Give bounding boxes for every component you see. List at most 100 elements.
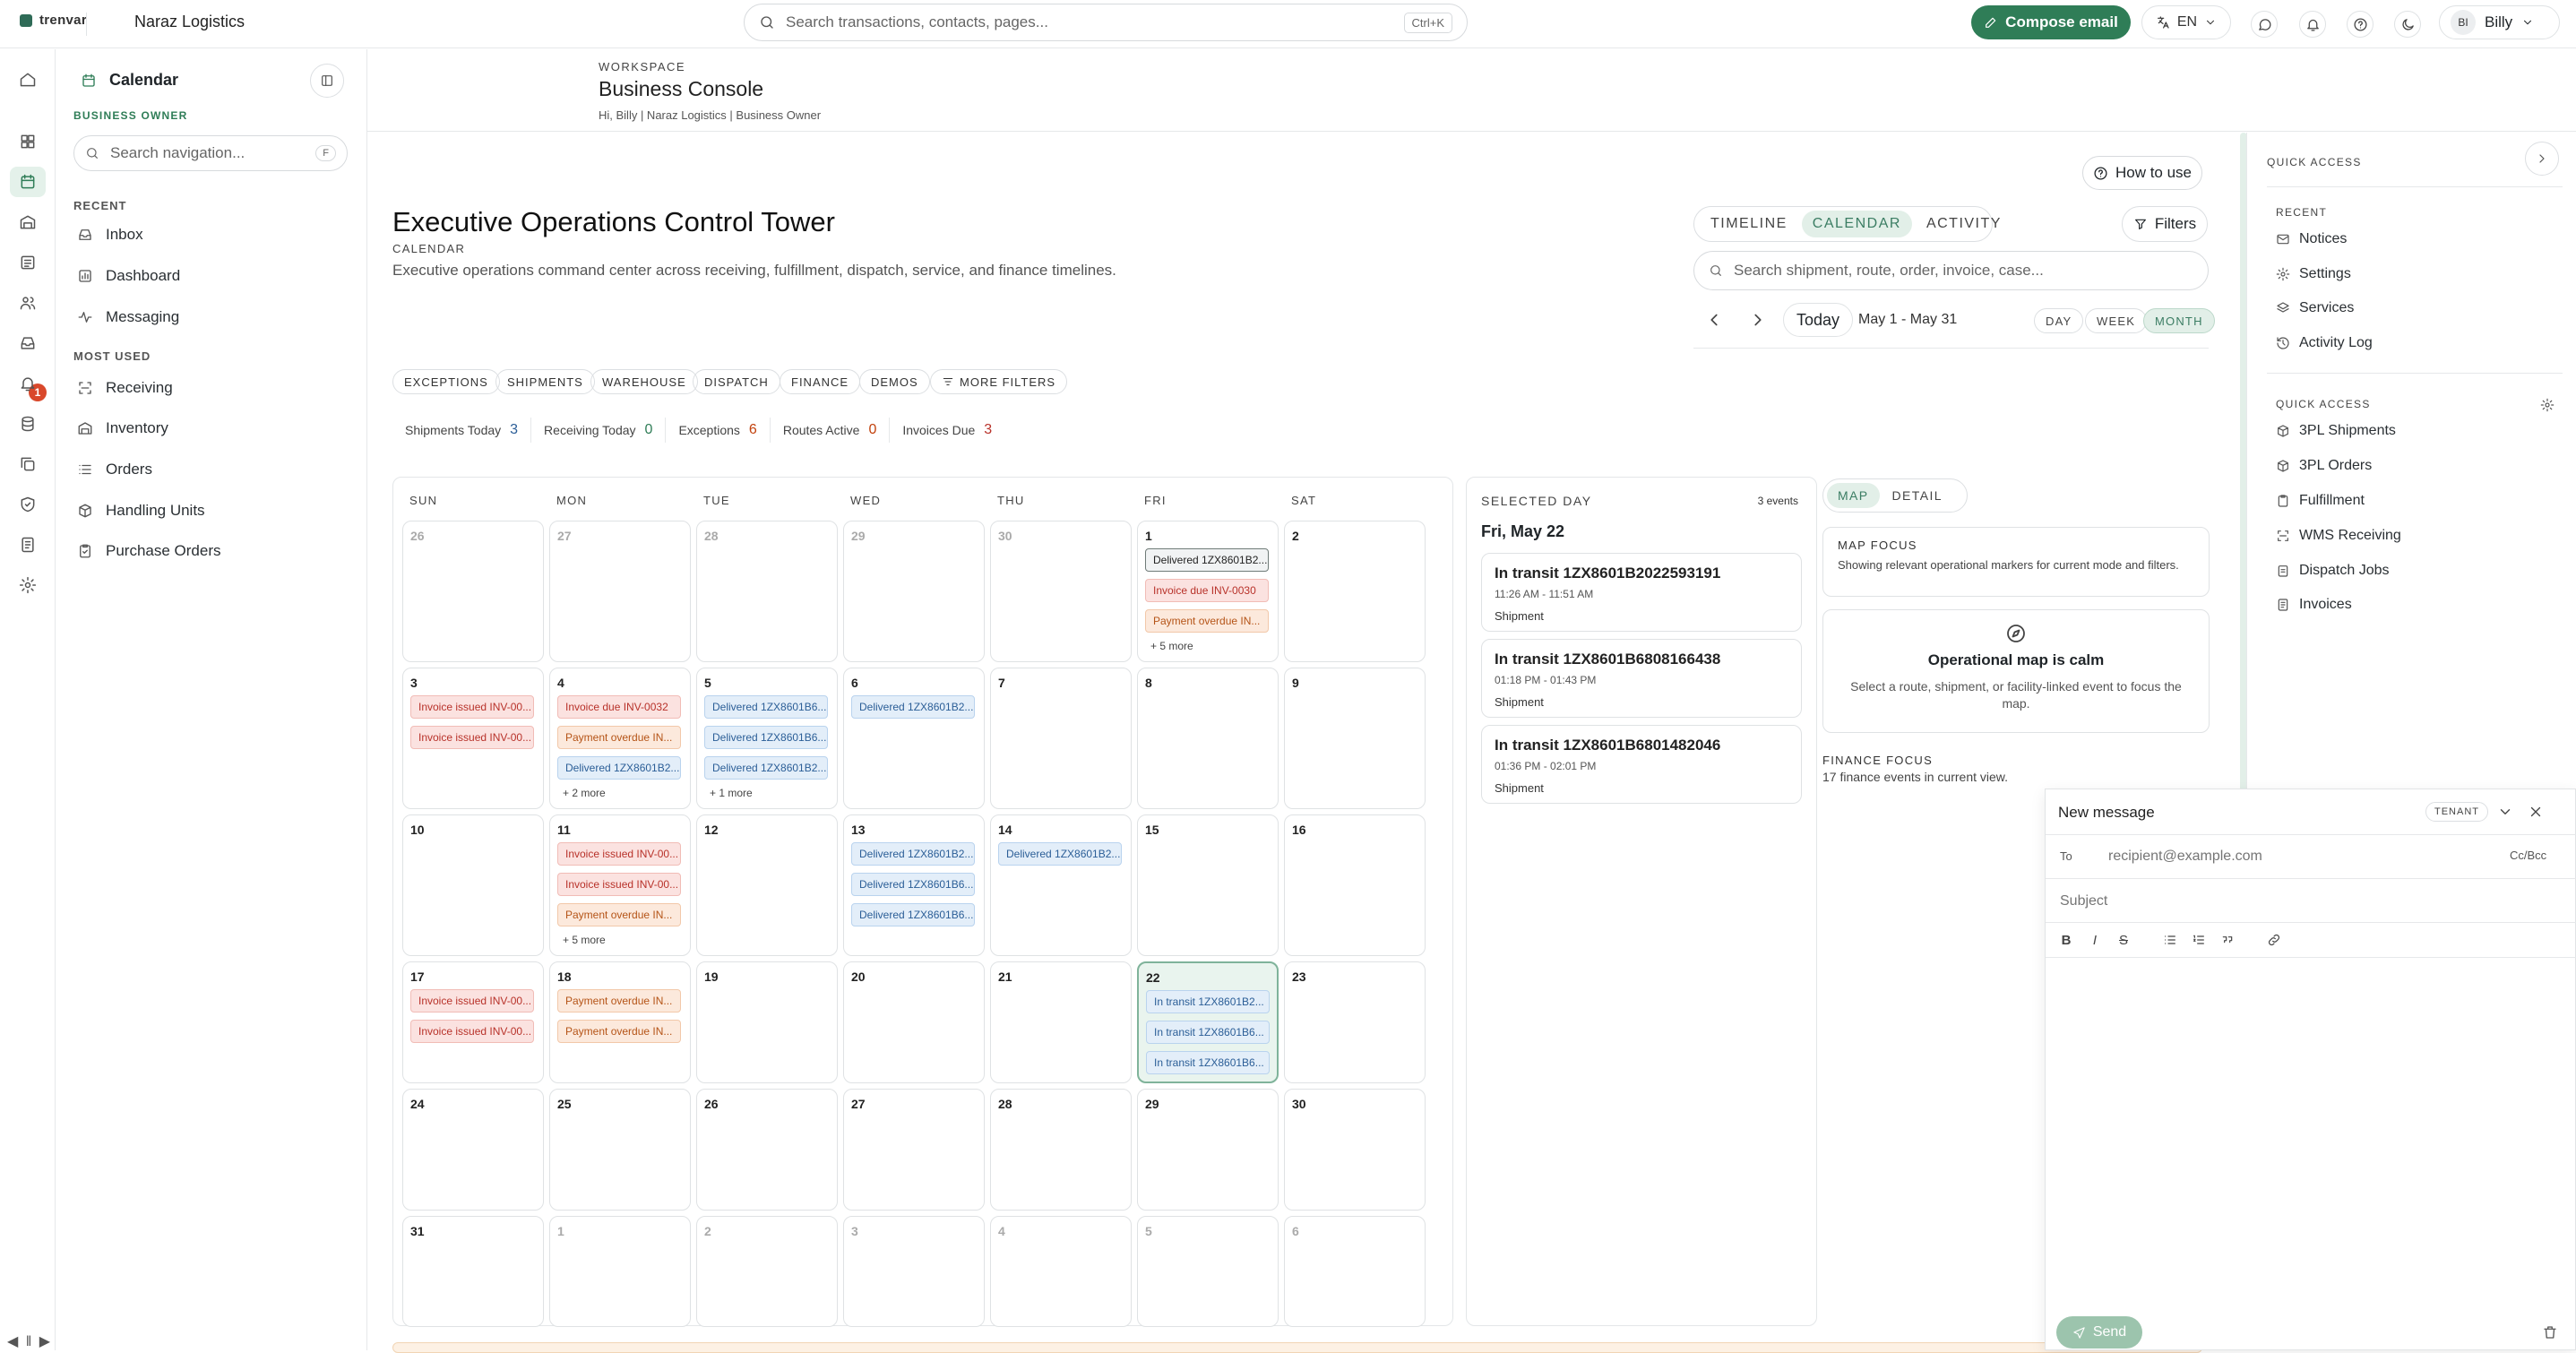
rail-calendar[interactable] [10,167,46,197]
calendar-day[interactable]: 14 Delivered 1ZX8601B2... [990,814,1132,956]
rail-database[interactable] [10,409,46,439]
brand-logo[interactable]: trenvar [20,13,87,28]
link-icon[interactable] [2266,932,2282,948]
calendar-event[interactable]: Payment overdue IN... [557,726,681,749]
selected-event-card[interactable]: In transit 1ZX8601B6801482046 01:36 PM - … [1481,725,1802,804]
tab-map[interactable]: MAP [1827,483,1880,508]
range-week[interactable]: WEEK [2085,308,2148,333]
compose-tenant-badge[interactable]: TENANT [2425,802,2488,822]
calendar-day[interactable]: 2 [696,1216,838,1327]
calendar-day[interactable]: 19 [696,961,838,1083]
calendar-day[interactable]: 6 Delivered 1ZX8601B2... [843,668,985,809]
calendar-event[interactable]: Invoice issued INV-00... [557,842,681,866]
rail-playback-controls[interactable]: ◀ ‖ ▶ [7,1334,53,1349]
calendar-day[interactable]: 20 [843,961,985,1083]
rail-dashboard[interactable] [10,126,46,157]
sidebar-item-inbox[interactable]: Inbox [77,221,143,248]
calendar-day[interactable]: 1 Delivered 1ZX8601B2... Invoice due INV-0… [1137,521,1279,662]
calendar-day[interactable]: 30 [990,521,1132,662]
calendar-event[interactable]: Delivered 1ZX8601B2... [704,756,828,780]
calendar-event[interactable]: Payment overdue IN... [1145,609,1269,633]
calendar-day[interactable]: 3 Invoice issued INV-00... Invoice issued … [402,668,544,809]
calendar-search[interactable]: Search shipment, route, order, invoice, … [1693,251,2209,290]
quick-access-toggle[interactable] [2525,142,2559,176]
rail-inbox[interactable] [10,328,46,358]
tab-calendar[interactable]: CALENDAR [1801,211,1912,237]
quick-link-3pl-orders[interactable]: 3PL Orders [2276,458,2372,474]
calendar-day[interactable]: 27 [843,1089,985,1211]
chip-finance[interactable]: FINANCE [780,369,861,394]
calendar-day[interactable]: 1 [549,1216,691,1327]
calendar-day[interactable]: 4 Invoice due INV-0032 Payment overdue IN.… [549,668,691,809]
main-scrollbar[interactable] [2240,133,2247,796]
chip-shipments[interactable]: SHIPMENTS [495,369,595,394]
range-day[interactable]: DAY [2034,308,2084,333]
calendar-event[interactable]: In transit 1ZX8601B6... [1146,1051,1270,1074]
sidebar-item-messaging[interactable]: Messaging [77,304,179,331]
calendar-day[interactable]: 30 [1284,1089,1426,1211]
chip-exceptions[interactable]: EXCEPTIONS [392,369,500,394]
trash-icon[interactable] [2542,1324,2558,1340]
sidebar-item-dashboard[interactable]: Dashboard [77,263,180,289]
calendar-day[interactable]: 4 [990,1216,1132,1327]
quick-link-settings[interactable]: Settings [2276,266,2351,282]
calendar-day[interactable]: 24 [402,1089,544,1211]
sidebar-item-receiving[interactable]: Receiving [77,375,173,401]
rail-warehouse[interactable] [10,207,46,237]
calendar-event[interactable]: Invoice issued INV-00... [557,873,681,896]
calendar-day[interactable]: 3 [843,1216,985,1327]
messages-button[interactable] [2251,11,2278,38]
calendar-event[interactable]: Delivered 1ZX8601B6... [704,695,828,719]
sidebar-collapse-button[interactable] [310,64,344,98]
calendar-day[interactable]: 7 [990,668,1132,809]
calendar-day[interactable]: 25 [549,1089,691,1211]
strikethrough-icon[interactable]: S [2118,932,2128,948]
italic-icon[interactable]: I [2092,932,2098,948]
user-menu[interactable]: BI Billy [2439,5,2560,39]
compose-email-button[interactable]: Compose email [1971,5,2131,39]
calendar-day[interactable]: 10 [402,814,544,956]
sidebar-item-orders[interactable]: Orders [77,456,152,483]
subject-input[interactable] [2060,888,2562,915]
rail-home[interactable] [10,65,46,95]
calendar-event[interactable]: Invoice issued INV-00... [410,695,534,719]
notifications-button[interactable] [2299,11,2326,38]
calendar-day[interactable]: 17 Invoice issued INV-00... Invoice issued… [402,961,544,1083]
quick-link-wms-receiving[interactable]: WMS Receiving [2276,528,2401,544]
rail-billing[interactable] [10,530,46,560]
calendar-event[interactable]: Delivered 1ZX8601B6... [704,726,828,749]
calendar-day[interactable]: 15 [1137,814,1279,956]
calendar-day[interactable]: 5 [1137,1216,1279,1327]
tab-detail[interactable]: DETAIL [1891,488,1943,503]
sidebar-item-purchase-orders[interactable]: Purchase Orders [77,538,221,564]
calendar-event[interactable]: In transit 1ZX8601B2... [1146,990,1270,1013]
chevron-down-icon[interactable] [2497,804,2513,820]
calendar-event[interactable]: In transit 1ZX8601B6... [1146,1021,1270,1044]
calendar-event[interactable]: Delivered 1ZX8601B2... [1145,548,1269,572]
chip-more-filters[interactable]: MORE FILTERS [930,369,1068,394]
quick-link-services[interactable]: Services [2276,300,2354,316]
calendar-day[interactable]: 31 [402,1216,544,1327]
chip-warehouse[interactable]: WAREHOUSE [590,369,698,394]
rail-contacts[interactable] [10,288,46,318]
theme-toggle-button[interactable] [2394,11,2421,38]
calendar-day[interactable]: 12 [696,814,838,956]
sidebar-item-handling-units[interactable]: Handling Units [77,497,205,524]
gear-icon[interactable] [2540,398,2554,412]
selected-event-card[interactable]: In transit 1ZX8601B6808166438 01:18 PM - … [1481,639,1802,718]
calendar-day[interactable]: 6 [1284,1216,1426,1327]
calendar-day[interactable]: 23 [1284,961,1426,1083]
chip-demos[interactable]: DEMOS [859,369,930,394]
calendar-event[interactable]: Invoice issued INV-00... [410,726,534,749]
calendar-day[interactable]: 22 In transit 1ZX8601B2... In transit 1ZX8… [1137,961,1279,1083]
quick-link-3pl-shipments[interactable]: 3PL Shipments [2276,423,2396,439]
sidebar-item-inventory[interactable]: Inventory [77,415,168,442]
calendar-event[interactable]: Payment overdue IN... [557,989,681,1013]
rail-settings[interactable] [10,570,46,600]
calendar-day[interactable]: 27 [549,521,691,662]
how-to-use-button[interactable]: How to use [2082,156,2202,190]
cc-bcc-toggle[interactable]: Cc/Bcc [2510,849,2547,862]
calendar-event[interactable]: Delivered 1ZX8601B6... [851,903,975,926]
calendar-day[interactable]: 29 [843,521,985,662]
language-selector[interactable]: EN [2141,5,2231,39]
